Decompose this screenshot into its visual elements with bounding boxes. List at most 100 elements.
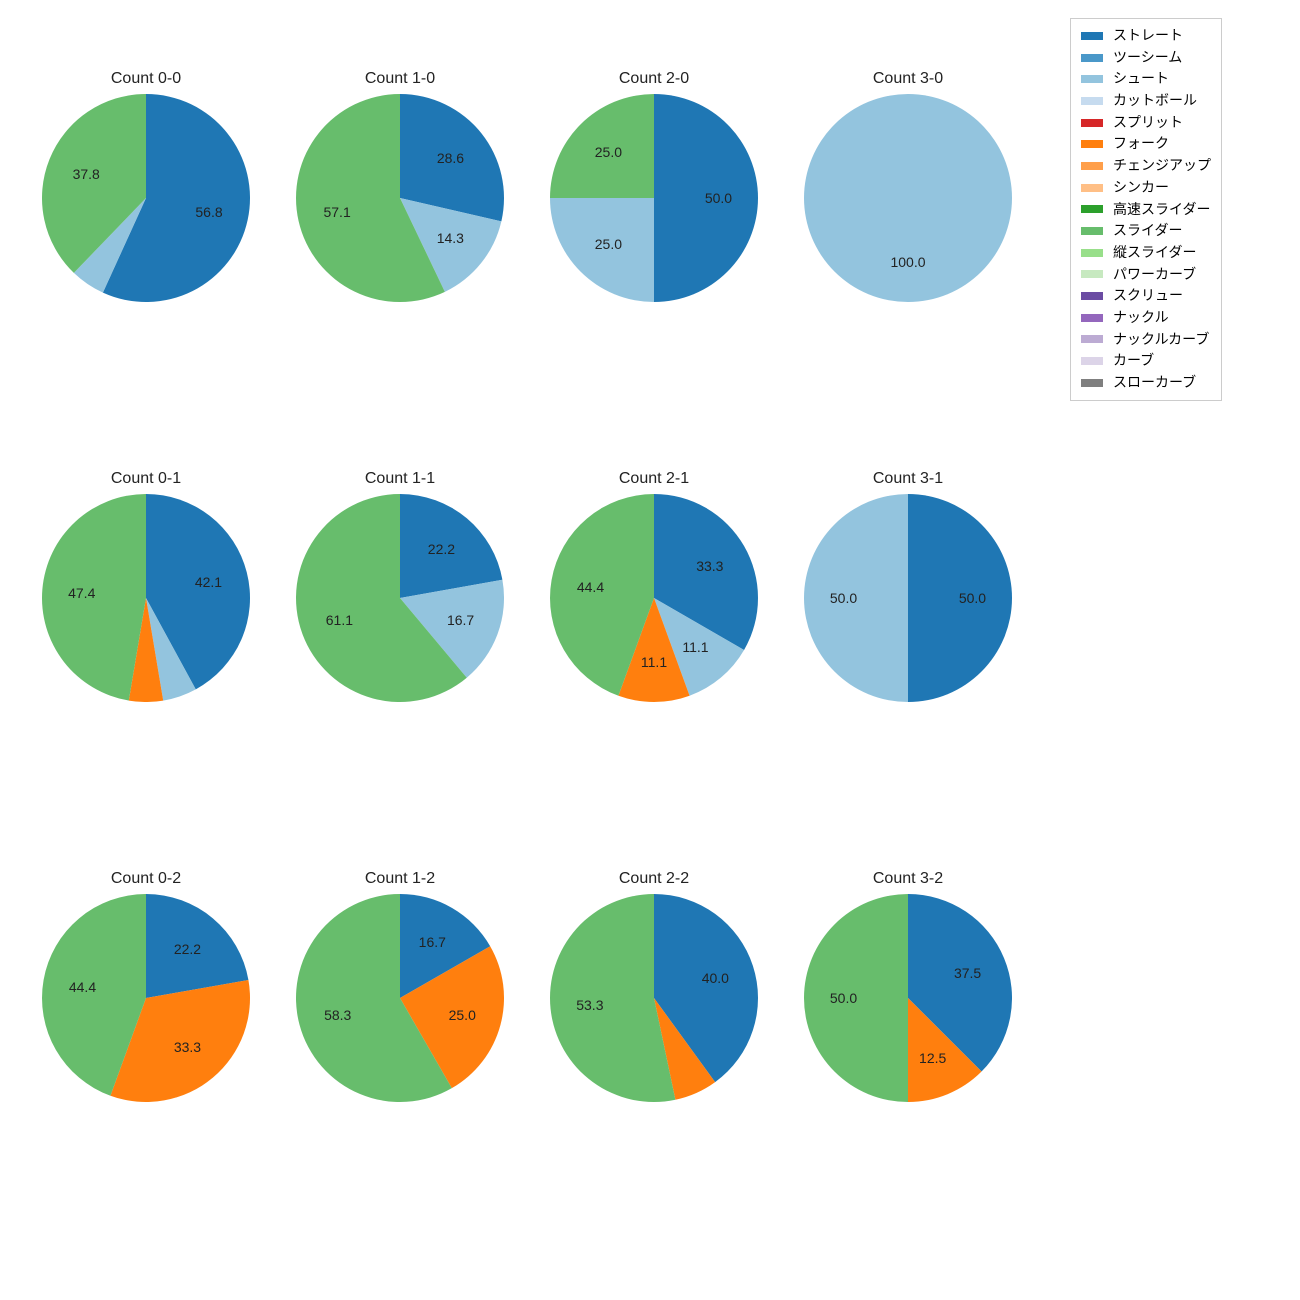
pie-panel: Count 3-1 50.0 50.0 <box>804 470 1012 702</box>
pie-wrap: 16.7 25.0 58.3 <box>296 894 504 1102</box>
legend-label: カーブ <box>1113 350 1154 372</box>
pie-svg <box>42 94 250 302</box>
panel-title: Count 1-2 <box>296 870 504 888</box>
pie-value-label: 50.0 <box>959 590 986 606</box>
panel-title: Count 1-1 <box>296 470 504 488</box>
pie-value-label: 37.8 <box>73 166 100 182</box>
legend-item-sinker: シンカー <box>1081 177 1211 199</box>
pie-slice-shoot <box>804 94 1012 302</box>
pie-value-label: 25.0 <box>595 144 622 160</box>
legend-swatch <box>1081 32 1103 40</box>
legend-swatch <box>1081 184 1103 192</box>
legend-item-cutball: カットボール <box>1081 90 1211 112</box>
pie-value-label: 11.1 <box>682 639 708 655</box>
panel-title: Count 3-1 <box>804 470 1012 488</box>
pie-panel: Count 2-240.053.3 <box>550 870 758 1102</box>
legend-label: スプリット <box>1113 112 1183 134</box>
pie-value-label: 50.0 <box>830 590 857 606</box>
pie-svg <box>296 494 504 702</box>
panel-title: Count 2-1 <box>550 470 758 488</box>
pie-value-label: 16.7 <box>447 612 474 628</box>
pie-value-label: 14.3 <box>437 230 464 246</box>
pie-panel: Count 1-0 28.6 14.3 57.1 <box>296 70 504 302</box>
pie-wrap: 50.0 25.0 25.0 <box>550 94 758 302</box>
pie-value-label: 11.1 <box>641 654 667 670</box>
legend-label: ナックル <box>1113 307 1169 329</box>
legend-swatch <box>1081 335 1103 343</box>
legend-swatch <box>1081 97 1103 105</box>
legend-swatch <box>1081 249 1103 257</box>
pie-value-label: 58.3 <box>324 1007 351 1023</box>
legend-swatch <box>1081 270 1103 278</box>
legend-item-slider: スライダー <box>1081 220 1211 242</box>
chart-stage: ストレートツーシームシュートカットボールスプリットフォークチェンジアップシンカー… <box>0 0 1300 1300</box>
legend: ストレートツーシームシュートカットボールスプリットフォークチェンジアップシンカー… <box>1070 18 1222 401</box>
legend-label: パワーカーブ <box>1113 264 1196 286</box>
pie-value-label: 50.0 <box>705 190 732 206</box>
legend-label: スローカーブ <box>1113 372 1196 394</box>
panel-title: Count 3-2 <box>804 870 1012 888</box>
pie-value-label: 37.5 <box>954 965 981 981</box>
panel-title: Count 3-0 <box>804 70 1012 88</box>
pie-wrap: 37.5 12.5 50.0 <box>804 894 1012 1102</box>
panel-title: Count 0-2 <box>42 870 250 888</box>
pie-wrap: 42.147.4 <box>42 494 250 702</box>
pie-value-label: 47.4 <box>68 585 95 601</box>
legend-label: シュート <box>1113 68 1169 90</box>
pie-value-label: 50.0 <box>830 990 857 1006</box>
legend-label: スライダー <box>1113 220 1182 242</box>
legend-item-power_curve: パワーカーブ <box>1081 264 1211 286</box>
pie-value-label: 25.0 <box>449 1007 476 1023</box>
pie-svg <box>550 494 758 702</box>
pie-value-label: 28.6 <box>437 150 464 166</box>
legend-swatch <box>1081 357 1103 365</box>
legend-item-knuckle_curve: ナックルカーブ <box>1081 329 1211 351</box>
pie-panel: Count 2-0 50.0 25.0 25.0 <box>550 70 758 302</box>
pie-value-label: 100.0 <box>890 254 925 270</box>
pie-panel: Count 2-133.311.111.144.4 <box>550 470 758 702</box>
pie-value-label: 57.1 <box>323 204 350 220</box>
pie-wrap: 22.233.344.4 <box>42 894 250 1102</box>
pie-panel: Count 0-142.147.4 <box>42 470 250 702</box>
legend-swatch <box>1081 140 1103 148</box>
panel-title: Count 1-0 <box>296 70 504 88</box>
legend-item-slow_curve: スローカーブ <box>1081 372 1211 394</box>
legend-label: ツーシーム <box>1113 47 1182 69</box>
pie-value-label: 33.3 <box>174 1039 201 1055</box>
pie-wrap: 40.053.3 <box>550 894 758 1102</box>
legend-swatch <box>1081 292 1103 300</box>
pie-panel: Count 0-056.837.8 <box>42 70 250 302</box>
pie-value-label: 25.0 <box>595 236 622 252</box>
legend-swatch <box>1081 379 1103 387</box>
pie-value-label: 12.5 <box>919 1050 946 1066</box>
pie-panel: Count 3-2 37.5 12.5 50.0 <box>804 870 1012 1102</box>
legend-item-shoot: シュート <box>1081 68 1211 90</box>
legend-item-screw: スクリュー <box>1081 285 1211 307</box>
pie-value-label: 61.1 <box>326 612 353 628</box>
pie-panel: Count 0-2 22.233.344.4 <box>42 870 250 1102</box>
legend-item-curve: カーブ <box>1081 350 1211 372</box>
pie-wrap: 33.311.111.144.4 <box>550 494 758 702</box>
legend-item-fork: フォーク <box>1081 133 1211 155</box>
pie-value-label: 56.8 <box>195 204 222 220</box>
legend-item-fast_slider: 高速スライダー <box>1081 199 1211 221</box>
legend-label: ストレート <box>1113 25 1183 47</box>
legend-swatch <box>1081 314 1103 322</box>
legend-swatch <box>1081 162 1103 170</box>
legend-item-vslider: 縦スライダー <box>1081 242 1211 264</box>
legend-label: カットボール <box>1113 90 1197 112</box>
pie-value-label: 16.7 <box>419 934 446 950</box>
legend-item-changeup: チェンジアップ <box>1081 155 1211 177</box>
pie-wrap: 22.216.761.1 <box>296 494 504 702</box>
legend-label: スクリュー <box>1113 285 1183 307</box>
pie-value-label: 53.3 <box>576 997 603 1013</box>
legend-item-knuckle: ナックル <box>1081 307 1211 329</box>
legend-swatch <box>1081 75 1103 83</box>
pie-panel: Count 1-2 16.7 25.0 58.3 <box>296 870 504 1102</box>
legend-label: チェンジアップ <box>1113 155 1211 177</box>
legend-swatch <box>1081 54 1103 62</box>
panel-title: Count 2-0 <box>550 70 758 88</box>
pie-value-label: 33.3 <box>696 558 723 574</box>
pie-svg <box>42 894 250 1102</box>
pie-panel: Count 3-0 100.0 <box>804 70 1012 302</box>
